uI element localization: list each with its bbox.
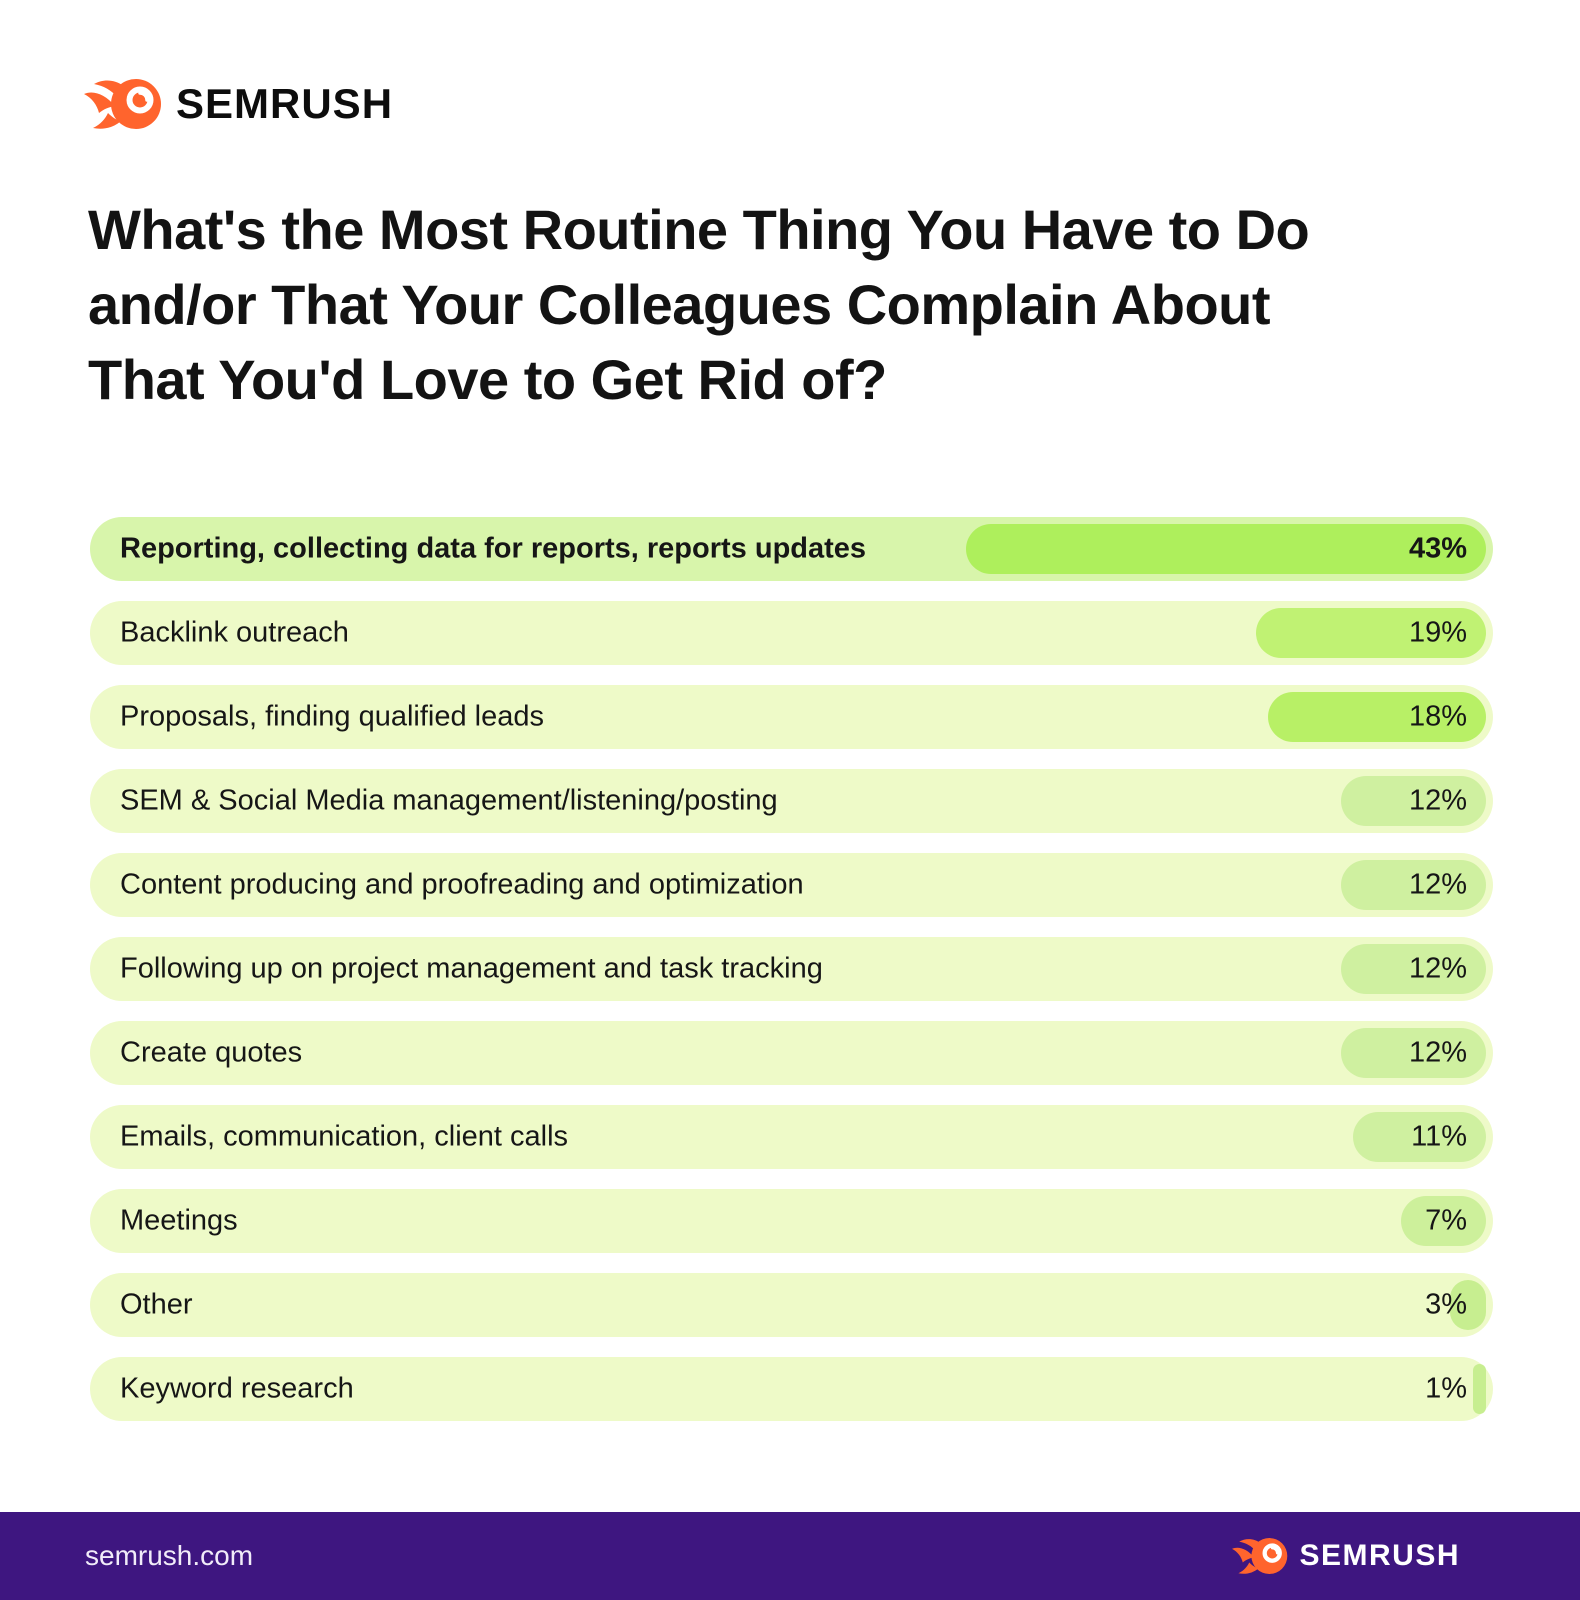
value-label: 43% bbox=[1408, 532, 1467, 565]
value-label: 3% bbox=[1425, 1288, 1467, 1321]
value-bar bbox=[1256, 608, 1486, 658]
value-label: 12% bbox=[1408, 868, 1467, 901]
value-bar bbox=[966, 524, 1486, 574]
semrush-flame-icon bbox=[1232, 1538, 1288, 1574]
chart-row: Other 3% bbox=[90, 1273, 1493, 1337]
category-label: Reporting, collecting data for reports, … bbox=[120, 532, 867, 565]
value-bar bbox=[1341, 860, 1486, 910]
footer-brand-name: SEMRUSH bbox=[1299, 1539, 1460, 1572]
value-bar bbox=[1401, 1196, 1486, 1246]
category-label: Proposals, finding qualified leads bbox=[120, 700, 544, 733]
value-bar bbox=[1341, 776, 1486, 826]
chart-row: Proposals, finding qualified leads 18% bbox=[90, 685, 1493, 749]
category-label: Create quotes bbox=[120, 1036, 303, 1069]
page-title: What's the Most Routine Thing You Have t… bbox=[88, 192, 1508, 417]
category-label: Backlink outreach bbox=[120, 616, 349, 649]
value-label: 7% bbox=[1425, 1204, 1467, 1237]
title-line-2: and/or That Your Colleagues Complain Abo… bbox=[88, 273, 1271, 336]
title-line-1: What's the Most Routine Thing You Have t… bbox=[88, 198, 1310, 261]
value-bar bbox=[1341, 1028, 1486, 1078]
brand-name: SEMRUSH bbox=[176, 80, 394, 127]
chart-row: Create quotes 12% bbox=[90, 1021, 1493, 1085]
category-label: Emails, communication, client calls bbox=[120, 1120, 569, 1153]
category-label: Content producing and proofreading and o… bbox=[120, 868, 804, 901]
chart-row: Meetings 7% bbox=[90, 1189, 1493, 1253]
chart-row: SEM & Social Media management/listening/… bbox=[90, 769, 1493, 833]
semrush-logo: SEMRUSH bbox=[84, 78, 393, 130]
footer-semrush-logo: SEMRUSH bbox=[1232, 1537, 1460, 1575]
semrush-flame-icon bbox=[84, 79, 161, 129]
value-label: 19% bbox=[1408, 616, 1467, 649]
value-bar bbox=[1473, 1364, 1486, 1414]
title-line-3: That You'd Love to Get Rid of? bbox=[88, 348, 887, 411]
chart-row: Backlink outreach 19% bbox=[90, 601, 1493, 665]
category-label: Other bbox=[120, 1288, 193, 1321]
chart-row: Content producing and proofreading and o… bbox=[90, 853, 1493, 917]
value-label: 12% bbox=[1408, 1036, 1467, 1069]
category-label: Meetings bbox=[120, 1204, 238, 1237]
chart-row: Following up on project management and t… bbox=[90, 937, 1493, 1001]
footer-bar: semrush.com SEMRUSH bbox=[0, 1512, 1580, 1600]
chart-row: Reporting, collecting data for reports, … bbox=[90, 517, 1493, 581]
value-bar bbox=[1268, 692, 1486, 742]
category-label: Keyword research bbox=[120, 1372, 354, 1405]
footer-url: semrush.com bbox=[85, 1540, 254, 1571]
category-label: Following up on project management and t… bbox=[120, 952, 823, 985]
chart-row: Emails, communication, client calls 11% bbox=[90, 1105, 1493, 1169]
value-label: 1% bbox=[1425, 1372, 1467, 1405]
value-label: 12% bbox=[1408, 952, 1467, 985]
bar-chart: Reporting, collecting data for reports, … bbox=[90, 517, 1493, 1441]
value-label: 12% bbox=[1408, 784, 1467, 817]
bar-rows: Reporting, collecting data for reports, … bbox=[90, 517, 1493, 1421]
category-label: SEM & Social Media management/listening/… bbox=[120, 784, 778, 817]
value-bar bbox=[1450, 1280, 1486, 1330]
value-bar bbox=[1341, 944, 1486, 994]
value-label: 11% bbox=[1411, 1120, 1467, 1153]
value-bar bbox=[1353, 1112, 1486, 1162]
value-label: 18% bbox=[1408, 700, 1467, 733]
chart-row: Keyword research 1% bbox=[90, 1357, 1493, 1421]
